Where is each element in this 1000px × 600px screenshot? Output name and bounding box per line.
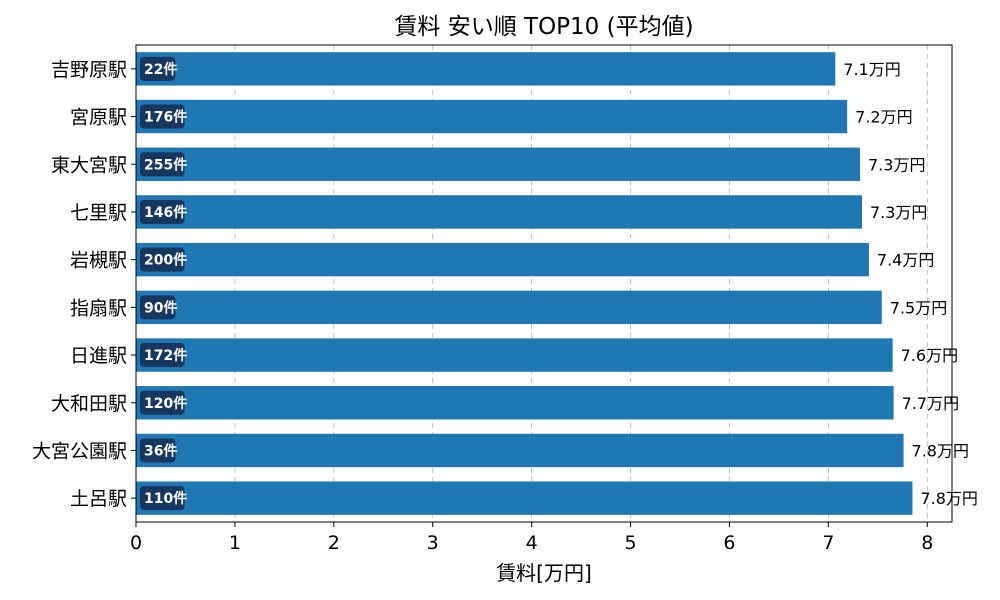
- count-label: 200件: [144, 252, 187, 269]
- value-label: 7.3万円: [868, 155, 925, 174]
- chart-title: 賃料 安い順 TOP10 (平均値): [394, 14, 693, 40]
- count-badge: [140, 199, 185, 224]
- value-label: 7.1万円: [843, 60, 900, 79]
- bar: [136, 481, 913, 515]
- x-tick-label: 8: [921, 532, 933, 554]
- category-label: 日進駅: [70, 345, 127, 367]
- count-label: 172件: [144, 347, 187, 364]
- x-tick-label: 2: [328, 532, 340, 554]
- bar: [136, 147, 861, 181]
- value-label: 7.8万円: [920, 489, 977, 508]
- x-tick-label: 1: [229, 532, 241, 554]
- x-tick-label: 5: [624, 532, 636, 554]
- value-label: 7.8万円: [912, 441, 969, 460]
- x-tick-label: 3: [427, 532, 439, 554]
- count-label: 255件: [144, 156, 187, 173]
- x-tick-label: 0: [130, 532, 142, 554]
- bar: [136, 290, 882, 325]
- count-label: 176件: [144, 109, 187, 126]
- x-tick-label: 4: [526, 532, 538, 554]
- bar: [136, 99, 848, 134]
- x-axis-ticks: 0 1 2 3 4 5 6 7 8: [130, 522, 933, 554]
- bar: [136, 52, 836, 86]
- x-tick-label: 7: [822, 532, 834, 554]
- count-badge: [140, 295, 176, 320]
- category-label: 吉野原駅: [51, 59, 127, 81]
- value-label: 7.4万円: [877, 251, 934, 270]
- count-label: 120件: [144, 395, 187, 412]
- count-badge: [140, 343, 185, 368]
- bar: [136, 338, 893, 372]
- count-label: 110件: [144, 490, 187, 507]
- count-badge: [140, 486, 185, 511]
- count-badge: [140, 152, 185, 177]
- value-label: 7.6万円: [901, 346, 958, 365]
- count-badge: [140, 390, 185, 415]
- category-label: 岩槻駅: [70, 250, 127, 272]
- value-label: 7.7万円: [902, 394, 959, 413]
- category-label: 大和田駅: [51, 393, 127, 415]
- bar: [136, 386, 894, 420]
- count-badge: [140, 104, 185, 129]
- count-badge: [140, 438, 176, 463]
- category-label: 指扇駅: [70, 297, 127, 319]
- count-label: 90件: [144, 299, 177, 316]
- value-label: 7.3万円: [870, 203, 927, 222]
- category-label: 土呂駅: [70, 488, 127, 510]
- category-label: 七里駅: [70, 202, 127, 224]
- value-label: 7.5万円: [890, 298, 947, 317]
- count-badge: [140, 56, 176, 81]
- category-label: 東大宮駅: [51, 154, 127, 176]
- bar: [136, 195, 862, 229]
- count-label: 36件: [144, 442, 177, 459]
- category-label: 大宮公園駅: [32, 440, 127, 462]
- value-label: 7.2万円: [855, 108, 912, 127]
- plot-frame: [135, 44, 953, 523]
- count-badge: [140, 247, 185, 272]
- category-label: 宮原駅: [70, 107, 127, 129]
- bar: [136, 242, 869, 277]
- count-label: 146件: [144, 204, 187, 221]
- x-axis-label: 賃料[万円]: [496, 561, 592, 585]
- count-label: 22件: [144, 61, 177, 78]
- bars: 22件 7.1万円 176件 7.2万円 255件 7.3万円 146件 7.3万円 200件 7…: [136, 52, 978, 515]
- x-tick-label: 6: [723, 532, 735, 554]
- bar: [136, 433, 904, 468]
